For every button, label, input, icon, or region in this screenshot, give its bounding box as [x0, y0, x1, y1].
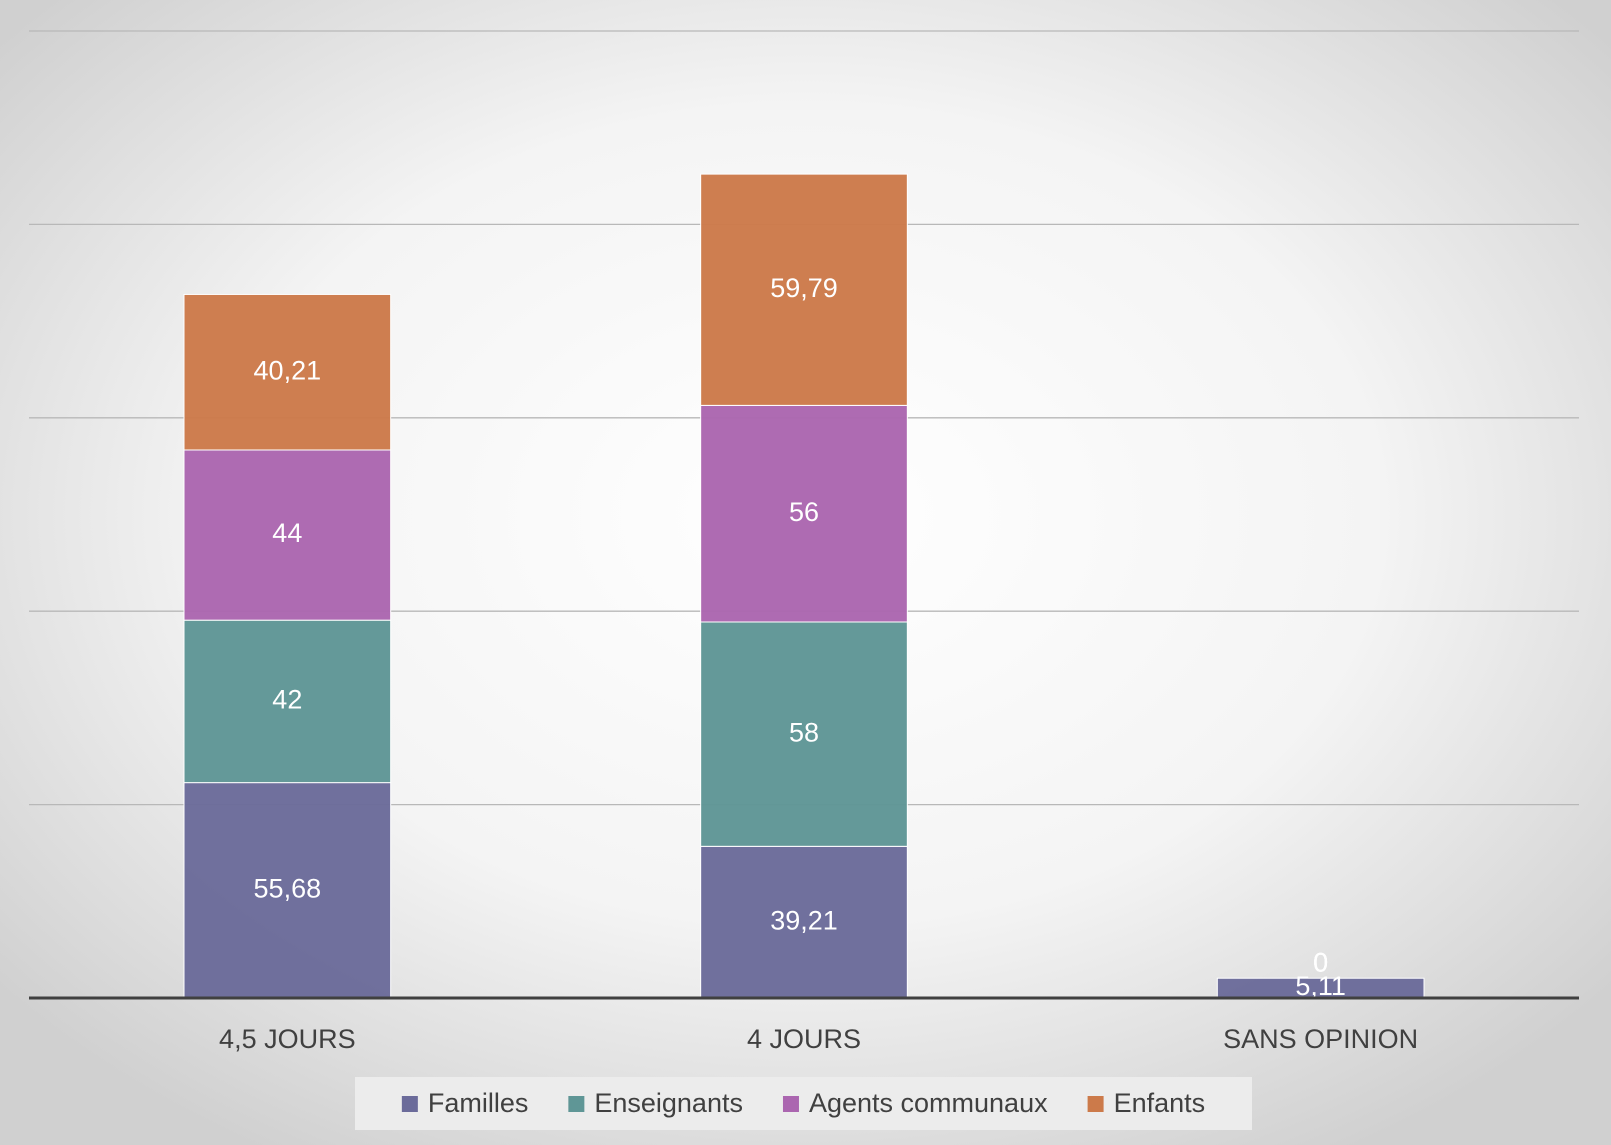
legend-label: Familles [428, 1088, 529, 1118]
data-label: 44 [272, 518, 302, 548]
data-label: 5,11 [1295, 971, 1346, 1001]
legend-swatch [401, 1096, 418, 1112]
bar-segment [700, 173, 908, 406]
data-label: 59,79 [770, 273, 838, 303]
x-tick-label: 4,5 JOURS [219, 1024, 356, 1054]
legend-swatch [1087, 1096, 1104, 1112]
data-label: 56 [789, 497, 819, 527]
data-label: 42 [272, 685, 302, 715]
data-label: 40,21 [254, 355, 322, 385]
legend-label: Enseignants [594, 1088, 743, 1118]
legend-label: Agents communaux [809, 1088, 1048, 1118]
bar-segment [183, 293, 392, 451]
bar-segment [183, 782, 392, 999]
data-label: 0 [1313, 947, 1328, 977]
legend-label: Enfants [1114, 1088, 1206, 1118]
data-label: 0 [1313, 947, 1328, 977]
data-label: 55,68 [254, 873, 322, 903]
legend-swatch [782, 1096, 799, 1112]
bar-segment [700, 845, 908, 999]
bar-segment [700, 404, 908, 623]
data-label: 58 [789, 717, 819, 747]
legend-swatch [568, 1096, 585, 1112]
bar-segment [700, 621, 908, 847]
data-label: 0 [1313, 947, 1328, 977]
x-tick-label: SANS OPINION [1223, 1024, 1418, 1054]
bar-segment [183, 619, 392, 784]
data-label: 39,21 [770, 905, 838, 935]
x-tick-label: 4 JOURS [747, 1024, 861, 1054]
